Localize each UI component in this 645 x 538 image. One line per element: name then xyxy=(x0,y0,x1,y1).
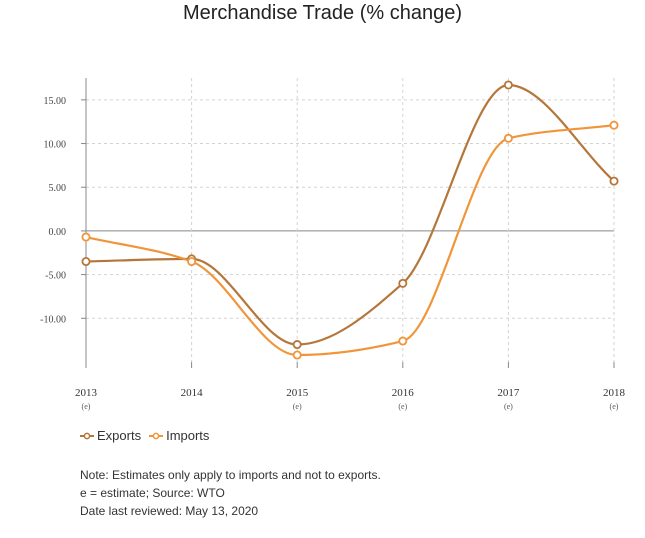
exports-data-point xyxy=(398,278,408,288)
exports-data-point xyxy=(81,257,91,267)
x-tick-sublabel: (e) xyxy=(610,402,619,411)
imports-data-point xyxy=(187,257,197,267)
legend-item-imports[interactable]: Imports xyxy=(149,428,209,443)
imports-data-point xyxy=(398,336,408,346)
x-tick-sublabel: (e) xyxy=(82,402,91,411)
legend: Exports Imports xyxy=(80,428,217,443)
x-tick-label: 2015 xyxy=(286,387,309,399)
x-tick-sublabel: (e) xyxy=(293,402,302,411)
legend-label-imports: Imports xyxy=(166,428,210,443)
x-tick-label: 2013 xyxy=(75,387,98,399)
exports-data-point xyxy=(503,80,513,90)
series-lines xyxy=(81,80,619,360)
imports-data-point xyxy=(292,350,302,360)
x-tick-label: 2016 xyxy=(392,387,415,399)
chart-notes: Note: Estimates only apply to imports an… xyxy=(80,466,381,520)
x-tick-label: 2018 xyxy=(603,387,626,399)
note-date-reviewed: Date last reviewed: May 13, 2020 xyxy=(80,504,259,518)
chart-title: Merchandise Trade (% change) xyxy=(182,2,463,24)
imports-line-marker-icon xyxy=(149,432,164,440)
y-tick-label: 15.00 xyxy=(44,96,67,107)
note-source: e = estimate; Source: WTO xyxy=(80,486,225,500)
exports-data-point xyxy=(292,340,302,350)
gridlines xyxy=(85,78,615,362)
legend-item-exports[interactable]: Exports xyxy=(80,428,141,443)
y-tick-label: -10.00 xyxy=(40,314,66,325)
imports-series-line xyxy=(85,124,615,357)
y-tick-label: 0.00 xyxy=(49,227,67,238)
tick-labels: 15.00 10.00 5.00 0.00 -5.00 -10.00 2013 (e) 2014… xyxy=(40,96,625,411)
imports-data-point xyxy=(503,133,513,143)
x-tick-sublabel: (e) xyxy=(504,402,513,411)
imports-data-point xyxy=(81,232,91,242)
y-tick-label: 5.00 xyxy=(49,183,67,194)
x-tick-label: 2017 xyxy=(497,387,520,399)
axes xyxy=(81,78,615,368)
chart-plot: 15.00 10.00 5.00 0.00 -5.00 -10.00 2013 (e) 2014… xyxy=(40,78,626,411)
exports-line-marker-icon xyxy=(80,432,94,440)
y-tick-label: 10.00 xyxy=(44,140,67,151)
x-tick-sublabel: (e) xyxy=(398,402,407,411)
note-estimates: Note: Estimates only apply to imports an… xyxy=(80,468,381,482)
x-tick-label: 2014 xyxy=(181,387,204,399)
imports-data-point xyxy=(609,120,619,130)
exports-data-point xyxy=(609,176,619,186)
legend-label-exports: Exports xyxy=(97,428,142,443)
y-tick-label: -5.00 xyxy=(45,271,66,282)
exports-series-line xyxy=(85,83,615,346)
